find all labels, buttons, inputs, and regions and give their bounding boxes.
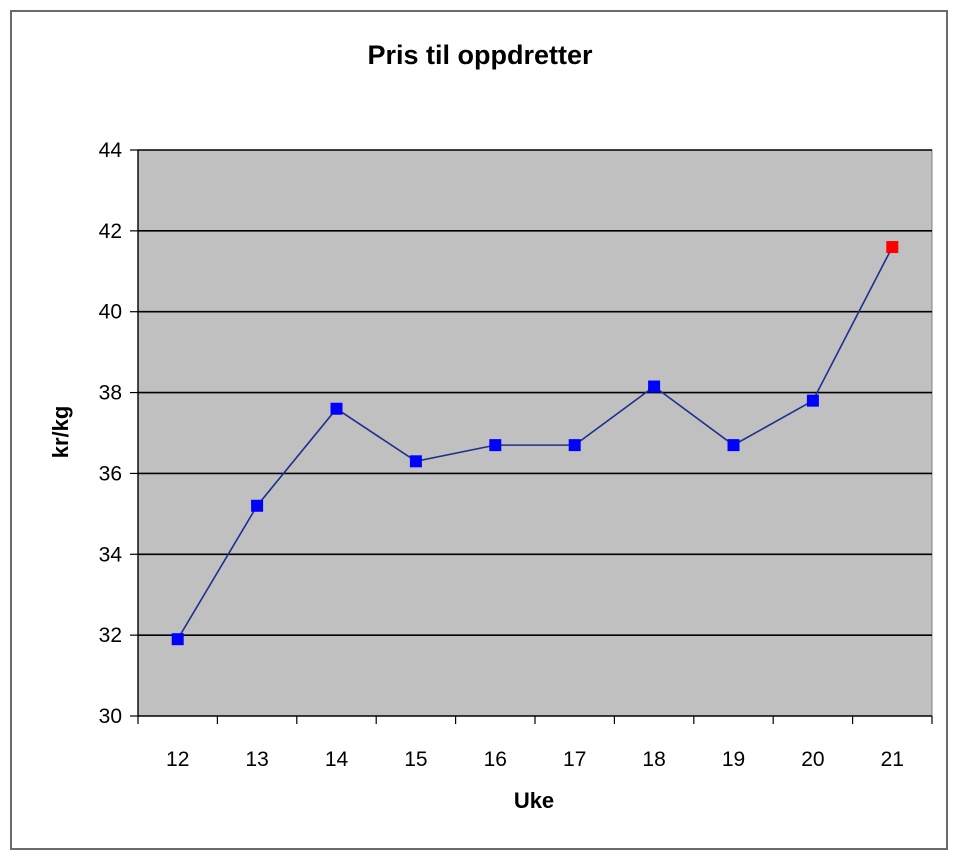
x-tick-label: 17	[563, 748, 586, 771]
plot-area	[137, 149, 933, 717]
series-group	[171, 241, 899, 646]
data-point	[727, 439, 740, 452]
x-tick-label: 16	[484, 748, 507, 771]
x-tick-label: 20	[801, 748, 824, 771]
data-point	[806, 394, 819, 407]
x-tick-labels: 12 13 14 15 16 17 18 19 20 21	[166, 748, 904, 771]
series-line	[177, 246, 894, 640]
x-tick-label: 21	[881, 748, 904, 771]
y-tick-label: 34	[99, 543, 123, 566]
gridlines	[138, 149, 932, 636]
x-tick-label: 13	[245, 748, 268, 771]
axes	[130, 149, 933, 724]
x-axis-title: Uke	[514, 788, 554, 813]
data-point	[409, 455, 422, 468]
y-tick-label: 40	[99, 301, 122, 324]
data-point	[330, 402, 343, 415]
x-tick-label: 15	[404, 748, 427, 771]
y-tick-label: 36	[99, 462, 122, 485]
highlighted-data-point	[886, 241, 899, 254]
data-point	[648, 380, 661, 393]
x-tick-label: 14	[325, 748, 349, 771]
y-axis-title: kr/kg	[48, 406, 73, 459]
data-point	[568, 439, 581, 452]
y-tick-label: 32	[99, 624, 122, 647]
y-tick-label: 30	[99, 705, 122, 728]
y-tick-labels: 30 32 34 36 38 40 42 44	[99, 139, 123, 728]
y-tick-label: 44	[99, 139, 123, 162]
y-tick-label: 38	[99, 382, 122, 405]
chart-title: Pris til oppdretter	[367, 40, 593, 70]
data-point	[489, 439, 502, 452]
x-tick-label: 18	[642, 748, 665, 771]
y-tick-label: 42	[99, 220, 122, 243]
data-point	[251, 499, 264, 512]
x-tick-label: 19	[722, 748, 745, 771]
data-point	[171, 633, 184, 646]
x-tick-label: 12	[166, 748, 189, 771]
